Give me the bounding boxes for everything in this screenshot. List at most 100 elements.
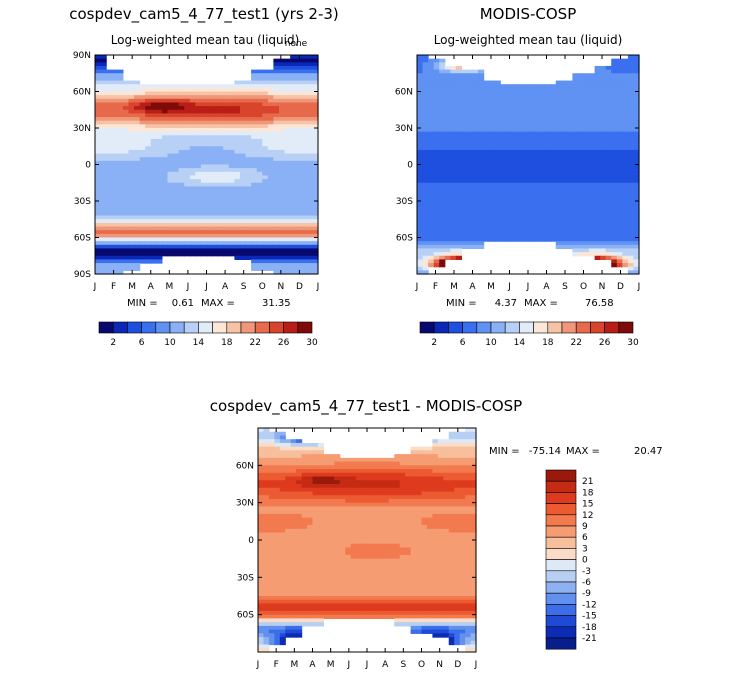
contour-cell (522, 216, 528, 220)
contour-cell (439, 99, 445, 103)
contour-cell (367, 491, 373, 495)
contour-cell (450, 146, 456, 150)
contour-cell (417, 223, 423, 227)
contour-cell (556, 227, 562, 231)
contour-cell (240, 102, 246, 106)
contour-cell (273, 157, 279, 161)
contour-cell (223, 128, 229, 132)
contour-cell (307, 55, 313, 59)
contour-cell (117, 245, 123, 249)
contour-cell (506, 205, 512, 209)
contour-cell (285, 183, 291, 187)
contour-cell (567, 205, 573, 209)
contour-cell (460, 439, 466, 443)
contour-cell (262, 135, 268, 139)
contour-cell (218, 113, 224, 117)
contour-cell (251, 73, 257, 77)
contour-cell (473, 179, 479, 183)
contour-cell (567, 95, 573, 99)
contour-cell (263, 447, 269, 451)
contour-cell (556, 121, 562, 125)
contour-cell (302, 454, 308, 458)
contour-cell (229, 102, 235, 106)
contour-cell (606, 73, 612, 77)
contour-cell (95, 146, 101, 150)
contour-cell (561, 132, 567, 136)
contour-cell (117, 194, 123, 198)
contour-cell (567, 197, 573, 201)
contour-cell (128, 190, 134, 194)
contour-cell (280, 443, 286, 447)
contour-cell (465, 462, 471, 466)
contour-cell (334, 491, 340, 495)
contour-cell (140, 205, 146, 209)
contour-cell (296, 454, 302, 458)
contour-cell (257, 165, 263, 169)
contour-cell (334, 506, 340, 510)
contour-cell (423, 183, 429, 187)
contour-cell (606, 197, 612, 201)
contour-cell (461, 84, 467, 88)
contour-cell (117, 128, 123, 132)
contour-cell (162, 161, 168, 165)
contour-cell (184, 154, 190, 158)
contour-cell (140, 241, 146, 245)
contour-cell (600, 132, 606, 136)
contour-cell (428, 146, 434, 150)
contour-cell (263, 510, 269, 514)
contour-cell (417, 238, 423, 242)
contour-cell (184, 146, 190, 150)
contour-cell (145, 143, 151, 147)
contour-cell (145, 234, 151, 238)
y-tick-label: 90S (74, 270, 91, 280)
contour-cell (234, 92, 240, 96)
panel-1-min-value: 0.61 (172, 298, 194, 309)
contour-cell (467, 99, 473, 103)
contour-cell (556, 95, 562, 99)
contour-cell (423, 77, 429, 81)
contour-cell (461, 77, 467, 81)
contour-cell (279, 88, 285, 92)
contour-cell (340, 491, 346, 495)
contour-cell (246, 139, 252, 143)
contour-cell (301, 208, 307, 212)
contour-cell (207, 245, 213, 249)
contour-cell (173, 117, 179, 121)
contour-cell (449, 450, 455, 454)
contour-cell (123, 190, 129, 194)
contour-cell (484, 132, 490, 136)
contour-cell (572, 252, 578, 256)
contour-cell (112, 135, 118, 139)
contour-cell (378, 477, 384, 481)
contour-cell (290, 92, 296, 96)
contour-cell (140, 146, 146, 150)
contour-cell (617, 208, 623, 212)
contour-cell (550, 212, 556, 216)
contour-cell (223, 179, 229, 183)
contour-cell (500, 223, 506, 227)
contour-cell (313, 484, 319, 488)
contour-cell (207, 161, 213, 165)
contour-cell (340, 473, 346, 477)
contour-cell (495, 121, 501, 125)
contour-cell (517, 186, 523, 190)
contour-cell (473, 73, 479, 77)
contour-cell (467, 102, 473, 106)
contour-cell (123, 197, 129, 201)
contour-cell (257, 186, 263, 190)
contour-cell (606, 201, 612, 205)
contour-cell (484, 92, 490, 96)
contour-cell (456, 245, 462, 249)
colorbar-swatch (477, 322, 491, 333)
contour-cell (517, 92, 523, 96)
contour-cell (279, 121, 285, 125)
contour-cell (123, 205, 129, 209)
contour-cell (167, 208, 173, 212)
contour-cell (606, 190, 612, 194)
contour-cell (511, 135, 517, 139)
contour-cell (307, 197, 313, 201)
contour-cell (179, 157, 185, 161)
contour-cell (345, 506, 351, 510)
contour-cell (484, 212, 490, 216)
contour-cell (445, 245, 451, 249)
